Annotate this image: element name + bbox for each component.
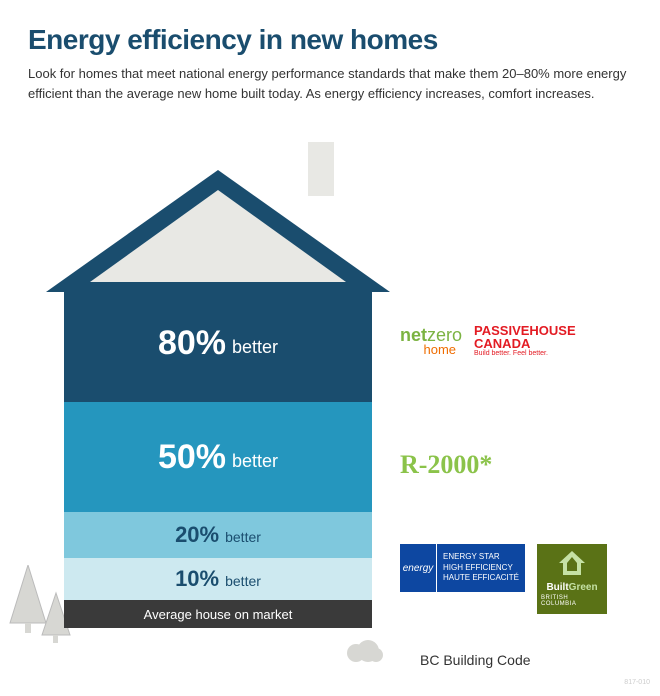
builtgreen-l1: Built xyxy=(546,582,568,593)
tier-20: 20% better xyxy=(64,512,372,558)
tier-10: 10% better xyxy=(64,558,372,600)
tier-label: better xyxy=(232,443,278,472)
logo-row-20: energy ENERGY STAR HIGH EFFICIENCY HAUTE… xyxy=(400,544,607,614)
r2000-logo: R-2000* xyxy=(400,450,492,480)
energystar-left: energy xyxy=(400,544,436,592)
energystar-right: ENERGY STAR HIGH EFFICIENCY HAUTE EFFICA… xyxy=(436,544,525,592)
logo-row-50: R-2000* xyxy=(400,450,492,480)
tier-label: better xyxy=(232,329,278,358)
tier-pct: 10% xyxy=(175,566,219,592)
tier-label: better xyxy=(225,525,261,545)
tier-label: better xyxy=(225,569,261,589)
builtgreen-logo: BuiltGreen BRITISH COLUMBIA xyxy=(537,544,607,614)
energystar-r1: ENERGY STAR xyxy=(443,552,519,562)
bc-building-code: BC Building Code xyxy=(420,652,531,668)
tier-80: 80%better xyxy=(64,284,372,402)
energystar-r2: HIGH EFFICIENCY xyxy=(443,563,519,573)
energystar-r3: HAUTE EFFICACITÉ xyxy=(443,573,519,583)
infographic: 80%better50%better20%better10%betterAver… xyxy=(0,132,660,692)
passive-line2: CANADA xyxy=(474,336,530,351)
page-subtitle: Look for homes that meet national energy… xyxy=(28,64,628,103)
roof xyxy=(46,170,390,292)
tier-pct: 80% xyxy=(158,324,226,363)
builtgreen-l3: BRITISH COLUMBIA xyxy=(541,595,603,607)
base-tier: Average house on market xyxy=(64,600,372,628)
bushes-icon xyxy=(344,637,384,668)
tier-pct: 20% xyxy=(175,522,219,548)
tier-50: 50%better xyxy=(64,402,372,512)
energystar-logo: energy ENERGY STAR HIGH EFFICIENCY HAUTE… xyxy=(400,544,525,592)
logo-row-80: netzero home PASSIVEHOUSE CANADA Build b… xyxy=(400,324,576,357)
page-title: Energy efficiency in new homes xyxy=(28,24,632,56)
builtgreen-l2: Green xyxy=(569,582,598,593)
tier-pct: 50% xyxy=(158,438,226,477)
tiers: 80%better50%better20%better10%betterAver… xyxy=(64,284,372,628)
netzero-logo: netzero home xyxy=(400,325,462,357)
passivehouse-logo: PASSIVEHOUSE CANADA Build better. Feel b… xyxy=(474,324,576,357)
watermark: 817-010 xyxy=(624,679,650,686)
passive-tag: Build better. Feel better. xyxy=(474,350,576,357)
